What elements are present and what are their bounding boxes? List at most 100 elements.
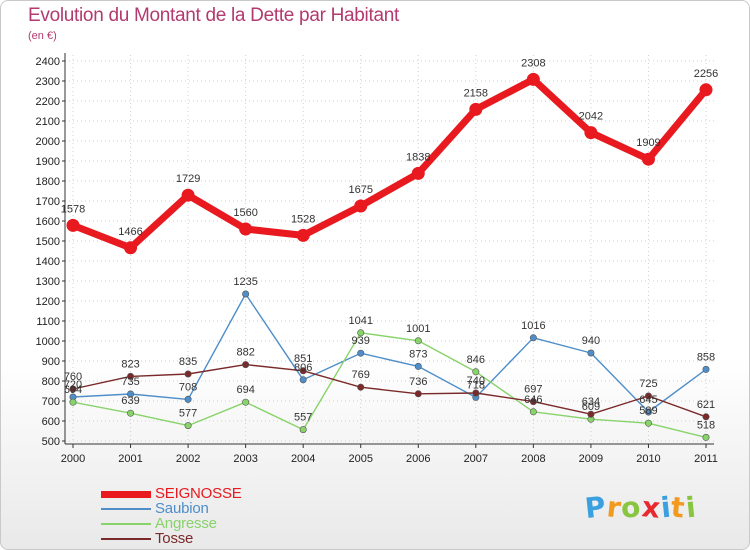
data-label-tosse: 740 — [467, 375, 485, 387]
data-point-angresse — [702, 433, 710, 441]
y-tick-label: 2400 — [36, 56, 60, 68]
legend-swatch — [101, 538, 151, 540]
legend-label: Tosse — [155, 530, 194, 547]
data-point-saubion — [127, 390, 135, 398]
y-tick-label: 1900 — [36, 156, 60, 168]
data-point-tosse — [127, 372, 135, 380]
data-label-saubion: 1235 — [233, 276, 257, 288]
data-label-angresse: 1001 — [406, 323, 430, 335]
data-label-angresse: 639 — [121, 395, 139, 407]
data-label-tosse: 736 — [409, 376, 427, 388]
data-label-tosse: 760 — [64, 371, 82, 383]
data-label-seignosse: 1675 — [348, 184, 372, 196]
data-label-saubion: 940 — [582, 335, 600, 347]
x-tick-label: 2002 — [176, 453, 200, 465]
legend-swatch — [101, 508, 151, 510]
series-line-angresse — [72, 332, 707, 439]
data-label-seignosse: 1838 — [406, 151, 430, 163]
data-point-seignosse — [66, 218, 80, 232]
y-tick-label: 2000 — [36, 136, 60, 148]
data-point-tosse — [644, 392, 652, 400]
data-point-saubion — [299, 376, 307, 384]
data-label-seignosse: 1466 — [118, 226, 142, 238]
data-point-seignosse — [584, 126, 598, 140]
data-point-tosse — [357, 383, 365, 391]
data-label-seignosse: 1909 — [636, 137, 660, 149]
data-point-saubion — [414, 362, 422, 370]
data-label-angresse: 694 — [236, 384, 254, 396]
x-tick-label: 2006 — [406, 453, 430, 465]
x-tick-label: 2004 — [291, 453, 315, 465]
x-tick-label: 2011 — [694, 453, 718, 465]
y-tick-label: 800 — [42, 376, 60, 388]
data-label-seignosse: 1528 — [291, 213, 315, 225]
y-tick-label: 600 — [42, 416, 60, 428]
data-label-tosse: 835 — [179, 356, 197, 368]
legend-label: Saubion — [155, 500, 209, 517]
data-point-seignosse — [296, 228, 310, 242]
data-point-tosse — [242, 361, 250, 369]
data-label-seignosse: 2256 — [694, 68, 718, 80]
proxiti-logo: Proxiti — [583, 489, 698, 526]
logo-letter: P — [583, 489, 609, 526]
y-tick-label: 1000 — [36, 336, 60, 348]
y-tick-label: 1600 — [36, 216, 60, 228]
x-tick-label: 2001 — [118, 453, 142, 465]
data-point-seignosse — [354, 199, 368, 213]
chart-legend: SEIGNOSSE Saubion Angresse Tosse — [101, 485, 361, 547]
data-label-seignosse: 1729 — [176, 173, 200, 185]
data-point-angresse — [529, 408, 537, 416]
data-point-angresse — [357, 329, 365, 337]
data-label-saubion: 718 — [467, 379, 485, 391]
data-point-saubion — [644, 408, 652, 416]
legend-item-saubion: Saubion — [101, 500, 361, 517]
data-point-tosse — [529, 398, 537, 406]
data-point-tosse — [587, 410, 595, 418]
y-tick-label: 1500 — [36, 236, 60, 248]
data-label-tosse: 725 — [639, 378, 657, 390]
data-label-tosse: 769 — [352, 369, 370, 381]
series-line-seignosse — [69, 75, 710, 252]
legend-swatch — [101, 523, 151, 525]
y-tick-label: 900 — [42, 356, 60, 368]
y-tick-label: 1700 — [36, 196, 60, 208]
data-label-angresse: 846 — [467, 354, 485, 366]
data-point-angresse — [69, 398, 77, 406]
data-label-saubion: 873 — [409, 348, 427, 360]
x-tick-label: 2010 — [636, 453, 660, 465]
data-label-seignosse: 1560 — [233, 207, 257, 219]
x-tick-label: 2005 — [348, 453, 372, 465]
legend-item-tosse: Tosse — [101, 530, 361, 547]
data-label-saubion: 939 — [352, 335, 370, 347]
data-label-angresse: 1041 — [348, 315, 372, 327]
data-label-angresse: 694 — [64, 384, 82, 396]
data-point-seignosse — [181, 188, 195, 202]
data-point-seignosse — [469, 102, 483, 116]
data-point-angresse — [127, 409, 135, 417]
data-label-tosse: 697 — [524, 384, 542, 396]
data-point-tosse — [702, 413, 710, 421]
data-label-angresse: 589 — [639, 405, 657, 417]
y-tick-label: 1300 — [36, 276, 60, 288]
y-tick-label: 1400 — [36, 256, 60, 268]
data-label-seignosse: 2042 — [579, 111, 603, 123]
data-label-tosse: 823 — [121, 358, 139, 370]
chart-title: Evolution du Montant de la Dette par Hab… — [28, 5, 399, 26]
data-label-tosse: 634 — [582, 396, 600, 408]
data-point-angresse — [644, 419, 652, 427]
data-label-saubion: 645 — [639, 394, 657, 406]
x-tick-label: 2003 — [233, 453, 257, 465]
series-line-saubion — [72, 293, 707, 413]
data-point-saubion — [357, 349, 365, 357]
y-tick-label: 700 — [42, 396, 60, 408]
series-line-tosse — [72, 363, 707, 418]
legend-item-angresse: Angresse — [101, 515, 361, 532]
data-label-angresse: 609 — [582, 401, 600, 413]
data-point-saubion — [587, 349, 595, 357]
data-label-seignosse: 1578 — [61, 203, 85, 215]
data-label-angresse: 518 — [697, 419, 715, 431]
data-point-seignosse — [699, 83, 713, 97]
data-point-angresse — [299, 426, 307, 434]
